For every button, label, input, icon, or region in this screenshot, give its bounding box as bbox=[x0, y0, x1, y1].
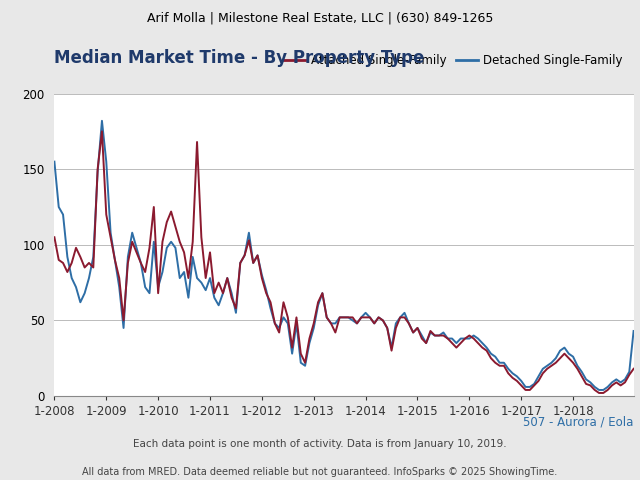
Legend: Attached Single-Family, Detached Single-Family: Attached Single-Family, Detached Single-… bbox=[280, 49, 628, 72]
Text: Each data point is one month of activity. Data is from January 10, 2019.: Each data point is one month of activity… bbox=[133, 439, 507, 449]
Text: 507 - Aurora / Eola: 507 - Aurora / Eola bbox=[524, 415, 634, 428]
Text: All data from MRED. Data deemed reliable but not guaranteed. InfoSparks © 2025 S: All data from MRED. Data deemed reliable… bbox=[83, 467, 557, 477]
Text: Median Market Time - By Property Type: Median Market Time - By Property Type bbox=[54, 49, 425, 67]
Text: Arif Molla | Milestone Real Estate, LLC | (630) 849-1265: Arif Molla | Milestone Real Estate, LLC … bbox=[147, 12, 493, 24]
